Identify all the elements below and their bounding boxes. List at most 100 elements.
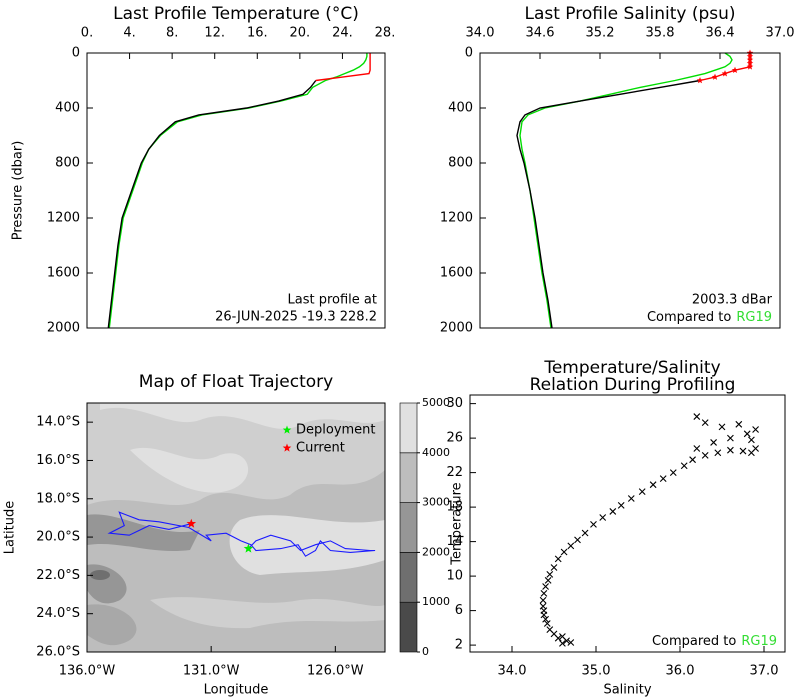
annotation: Last profile at bbox=[288, 293, 377, 308]
bathymetry-patch bbox=[130, 447, 249, 493]
profile-line bbox=[519, 52, 733, 329]
y-tick-label: 30 bbox=[446, 396, 463, 411]
y-tick-label: 800 bbox=[55, 156, 80, 171]
ts-point bbox=[669, 469, 677, 477]
chart-title: Map of Float Trajectory bbox=[139, 372, 333, 392]
y-axis-label: Latitude bbox=[3, 501, 18, 555]
ts-point bbox=[693, 445, 701, 452]
y-tick-label: 26 bbox=[446, 431, 463, 446]
colorbar-swatch bbox=[399, 502, 418, 553]
legend-label: Deployment bbox=[296, 423, 376, 438]
x-tick-label: 36.4 bbox=[706, 26, 735, 41]
ts-point bbox=[680, 462, 688, 470]
x-tick-label: 136.0°W bbox=[59, 664, 116, 679]
chart-title: Last Profile Salinity (psu) bbox=[524, 4, 735, 24]
y-tick-label: 16.0°S bbox=[36, 453, 80, 468]
ts-point bbox=[609, 508, 617, 515]
ts-point bbox=[739, 447, 747, 455]
bathymetry-patch bbox=[90, 570, 110, 580]
bathymetry-patch bbox=[100, 403, 385, 429]
y-tick-label: 26.0°S bbox=[36, 645, 80, 660]
legend-symbol bbox=[282, 443, 292, 452]
ts-point bbox=[559, 639, 566, 647]
plot-frame bbox=[479, 52, 781, 329]
ts-point bbox=[693, 413, 701, 420]
x-axis-label: Longitude bbox=[204, 683, 269, 698]
y-tick-label: 6 bbox=[455, 603, 463, 618]
profile-marker bbox=[721, 70, 729, 77]
colorbar-swatch bbox=[399, 552, 418, 603]
ts-point bbox=[590, 520, 597, 528]
plot-frame bbox=[86, 402, 386, 653]
ts-point bbox=[714, 449, 722, 457]
profile-line bbox=[516, 79, 701, 329]
reference-note: Compared to RG19 bbox=[647, 310, 772, 325]
legend-label: Current bbox=[296, 441, 345, 456]
reference-prefix: Compared to bbox=[647, 310, 731, 325]
x-tick-label: 20. bbox=[290, 26, 311, 41]
x-tick-label: 35.8 bbox=[646, 26, 675, 41]
profile-marker bbox=[696, 77, 704, 84]
y-tick-label: 18 bbox=[446, 500, 463, 515]
x-tick-label: 36.0 bbox=[666, 664, 695, 679]
ts-point bbox=[689, 456, 696, 464]
x-tick-label: 34.0 bbox=[498, 664, 527, 679]
ts-point bbox=[752, 426, 759, 433]
y-axis-label: Temperature bbox=[450, 482, 465, 565]
ts-point bbox=[701, 419, 709, 426]
ts-point bbox=[752, 445, 759, 452]
bathymetry-patch bbox=[87, 604, 137, 646]
ts-point bbox=[627, 495, 635, 502]
profile-marker bbox=[746, 59, 754, 67]
x-tick-label: 4. bbox=[123, 26, 135, 41]
ts-point bbox=[542, 583, 549, 590]
ts-point bbox=[540, 589, 548, 597]
profile-marker bbox=[711, 73, 719, 80]
ts-point bbox=[718, 423, 726, 431]
ts-point bbox=[539, 596, 547, 604]
annotation: 2003.3 dBar bbox=[692, 293, 773, 308]
x-axis-label: Salinity bbox=[603, 683, 651, 698]
ts-point bbox=[727, 446, 734, 454]
y-tick-label: 400 bbox=[448, 101, 473, 116]
colorbar-label: 1000 bbox=[422, 595, 450, 608]
x-tick-label: 126.0°W bbox=[307, 664, 364, 679]
chart-title: Relation During Profiling bbox=[530, 375, 736, 395]
chart-title: Last Profile Temperature (°C) bbox=[113, 4, 359, 24]
y-tick-label: 2000 bbox=[440, 321, 473, 336]
y-axis-label: Pressure (dbar) bbox=[11, 141, 26, 241]
ts-point bbox=[638, 488, 646, 495]
ts-point bbox=[659, 475, 667, 483]
colorbar-label: 2000 bbox=[422, 545, 450, 558]
ts-point bbox=[560, 548, 568, 556]
x-tick-label: 34.6 bbox=[526, 26, 555, 41]
y-tick-label: 2 bbox=[455, 638, 463, 653]
ts-point bbox=[743, 430, 751, 438]
annotation: 26-JUN-2025 -19.3 228.2 bbox=[215, 310, 377, 325]
y-tick-label: 0 bbox=[72, 46, 80, 61]
y-tick-label: 1200 bbox=[47, 211, 80, 226]
profile-line bbox=[108, 53, 368, 329]
ts-point bbox=[567, 542, 575, 550]
y-tick-label: 14.0°S bbox=[36, 415, 80, 430]
profile-line bbox=[107, 80, 317, 329]
x-tick-label: 35.2 bbox=[586, 26, 615, 41]
map-bathymetry bbox=[87, 403, 385, 652]
profile-marker bbox=[746, 52, 754, 60]
plot-frame bbox=[86, 52, 386, 329]
ts-point bbox=[701, 451, 709, 459]
ts-point bbox=[546, 626, 554, 633]
ts-point bbox=[542, 615, 549, 623]
y-tick-label: 400 bbox=[55, 101, 80, 116]
ts-point bbox=[543, 620, 551, 627]
ts-point bbox=[617, 502, 625, 509]
legend-symbol bbox=[282, 425, 292, 434]
y-tick-label: 18.0°S bbox=[36, 491, 80, 506]
reference-name: RG19 bbox=[741, 634, 777, 649]
y-tick-label: 800 bbox=[448, 156, 473, 171]
y-tick-label: 22.0°S bbox=[36, 568, 80, 583]
x-tick-label: 0. bbox=[81, 26, 93, 41]
ts-point bbox=[649, 481, 657, 489]
y-tick-label: 1600 bbox=[440, 266, 473, 281]
reference-prefix: Compared to bbox=[652, 634, 736, 649]
